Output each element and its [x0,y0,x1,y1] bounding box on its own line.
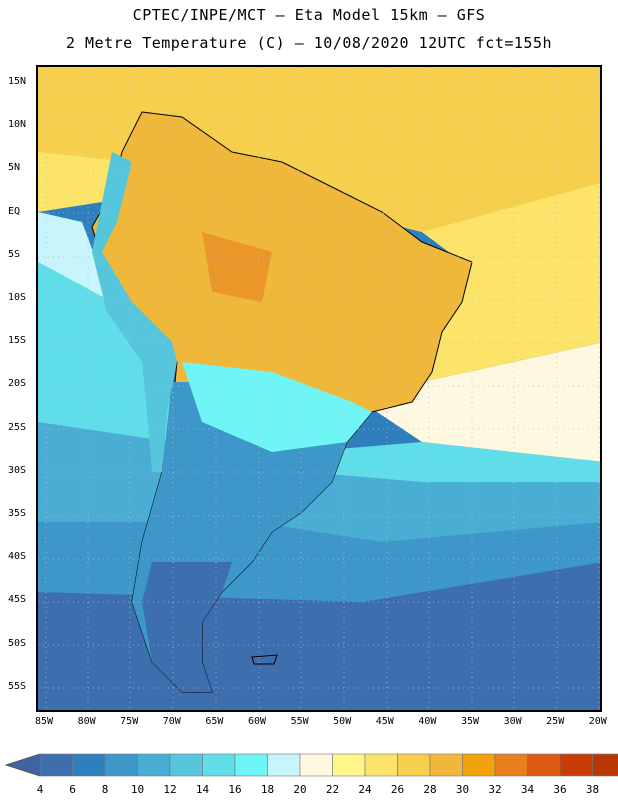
colorbar-tick-label: 10 [130,783,145,796]
colorbar-tick-label: 4 [36,783,44,796]
lat-label: 5S [8,248,21,260]
colorbar-swatch [267,753,301,777]
land-mid [182,362,372,452]
colorbar-swatch [462,753,496,777]
lon-label: 25W [546,716,565,727]
colorbar-swatch [137,753,171,777]
lat-label: 55S [8,680,27,692]
colorbar-tick-label: 12 [163,783,177,796]
lon-label: 50W [333,716,352,727]
lat-label: 30S [8,464,27,476]
colorbar-tick-label: 34 [520,783,535,796]
lon-label: 85W [34,716,54,727]
colorbar-tick-label: 6 [69,783,76,796]
colorbar-tick-label: 32 [488,783,502,796]
colorbar-tick-label: 26 [390,783,405,796]
colorbar-swatch [592,753,618,777]
lon-label: 75W [120,716,139,727]
colorbar-swatch [104,753,138,777]
lat-label: 35S [8,508,27,519]
lat-label: 15N [8,76,27,87]
lon-label: 20W [588,716,607,727]
ocean-band-26 [38,67,600,232]
colorbar-swatch [234,753,268,777]
land-andes [92,152,177,472]
colorbar-tick-label: 24 [358,783,372,796]
lat-label: 45S [8,594,27,606]
lat-label: 25S [8,421,27,433]
lon-label: 30W [503,716,522,727]
colorbar-tick-label: 30 [455,783,470,796]
colorbar-swatch [39,753,73,777]
lon-label: 70W [162,716,181,727]
chart-title-line1: CPTEC/INPE/MCT – Eta Model 15km – GFS [132,6,486,24]
colorbar-tick-label: 22 [325,783,340,796]
lat-label: 10N [8,119,27,131]
colorbar-tick-label: 28 [423,783,437,796]
lon-label: 55W [290,716,309,727]
colorbar-swatch [494,753,528,777]
ocean-band-20 [38,212,112,302]
colorbar-swatch [202,753,236,777]
land-patagonia [142,562,232,692]
lat-label: 40S [8,551,27,563]
colorbar-swatch [527,753,561,777]
chart-title-line2: 2 Metre Temperature (C) – 10/08/2020 12U… [65,34,553,52]
colorbar-tick-label: 8 [101,783,109,796]
colorbar-swatch [299,753,333,777]
colorbar [4,753,618,777]
colorbar-tick-label: 20 [293,783,307,796]
lat-label: 50S [8,637,27,649]
lon-label: 60W [247,716,267,727]
lon-label: 80W [77,716,96,727]
lat-label: 10S [8,292,27,303]
lat-label: 15S [8,335,27,347]
lon-label: 35W [460,716,480,727]
colorbar-tick-label: 38 [585,783,600,796]
colorbar-swatch [72,753,106,777]
falklands [251,654,278,665]
colorbar-tick-label: 14 [195,783,210,796]
lon-label: 40W [418,716,437,727]
colorbar-swatch [169,753,203,777]
colorbar-swatch [429,753,463,777]
colorbar-swatch [559,753,593,777]
colorbar-tick-label: 16 [228,783,242,796]
lon-label: 45W [375,716,394,727]
lon-label: 65W [205,716,224,727]
map-panel [36,65,602,712]
colorbar-tick-label: 36 [553,783,567,796]
lat-label: 5N [8,162,21,174]
lat-label: EQ [8,205,21,217]
ocean-band-22 [362,342,600,462]
land-hot-core [202,232,272,302]
colorbar-swatch [332,753,366,777]
lat-label: 20S [8,378,27,390]
colorbar-under-arrow [4,753,41,777]
colorbar-swatch [397,753,431,777]
colorbar-swatch [364,753,398,777]
colorbar-tick-label: 18 [260,783,275,796]
